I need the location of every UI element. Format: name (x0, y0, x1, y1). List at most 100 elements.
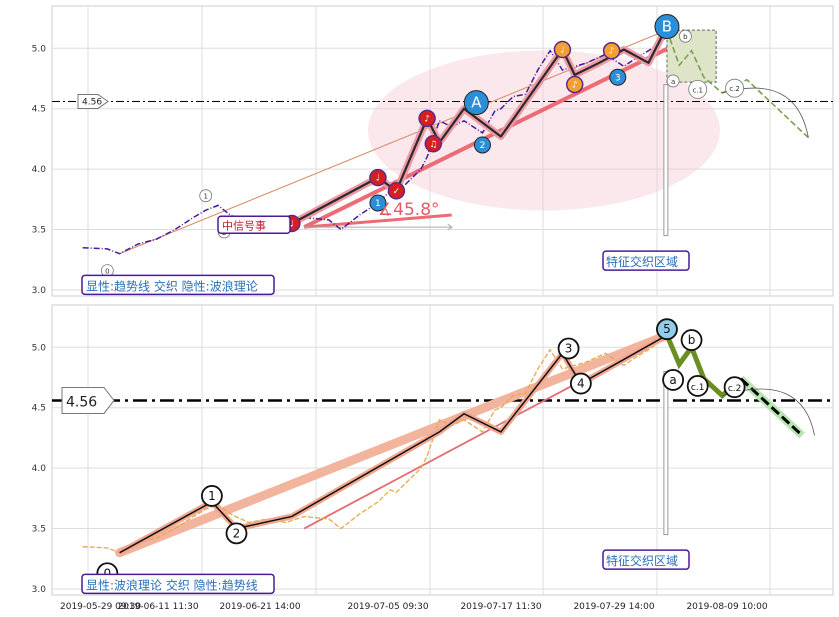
wave-marker (565, 75, 584, 94)
y-tick-label: 4.0 (32, 165, 47, 175)
minor-wave-circle (725, 78, 745, 98)
minor-wave-label: 0 (105, 268, 109, 276)
y-tick-label: 3.0 (32, 286, 47, 296)
x-tick-label: 2019-07-05 09:30 (347, 602, 428, 612)
wave-label: c.2 (728, 384, 742, 394)
y-tick-label: 4.0 (32, 464, 47, 474)
y-tick-label: 5.0 (32, 343, 47, 353)
wave-marker-glyph: ♩ (376, 174, 380, 184)
highlight-ellipse (367, 50, 720, 211)
wave-label-circle (200, 485, 223, 507)
minor-wave-circle (666, 74, 680, 88)
angle-label: ∡45.8° (378, 200, 440, 220)
zone-vertical-marker (663, 370, 669, 536)
y-tick-label: 3.5 (32, 226, 46, 236)
hline-value-label: 4.56 (82, 97, 102, 107)
minor-wave-circle (199, 189, 213, 203)
upper-trend-line (119, 29, 668, 255)
wave-marker-glyph: ♪ (609, 47, 615, 57)
wave-marker-glyph: ♩ (290, 220, 294, 230)
wave-label: 1 (375, 199, 381, 209)
wave-marker-glyph: ♫ (429, 140, 437, 150)
zone-label: 特征交织区域 (606, 553, 678, 568)
wave-label: 3 (615, 73, 621, 83)
signal-tag-box (217, 215, 291, 234)
bottom-chart-panel: 3.0 3.5 4.0 4.5 5.0 4.56 0 1 2 3 4 5 a b c.1 c.2 特征交织区域显… (32, 304, 834, 596)
wave-label-circle (569, 372, 592, 395)
wave-marker (424, 135, 443, 153)
wave-label: 4 (577, 377, 585, 391)
wave-label-circle (369, 194, 387, 212)
signal-tag-label: 中信号事 (222, 219, 266, 232)
hline-value-arrow (77, 93, 109, 109)
x-tick-label: 2019-07-17 11:30 (460, 602, 541, 612)
wave-label-circle (609, 68, 627, 86)
wave-label: 2 (480, 141, 486, 151)
hline-value-label: 4.56 (66, 394, 97, 410)
wave-label-circle (463, 90, 489, 116)
wave-label: 1 (208, 489, 216, 503)
wave-label-circle (473, 136, 491, 154)
minor-wave-label: a (671, 78, 675, 86)
wave-label: a (669, 373, 676, 387)
wave-label: A (471, 94, 482, 112)
zone-label-box (602, 250, 690, 271)
wave-label-circle (225, 522, 248, 545)
top-chart-panel: 3.03.54.04.55.04.56♩✓♪♫♩♪♪♩1A23B012abc.1… (32, 5, 834, 297)
legend-label-box (81, 573, 275, 595)
y-tick-label: 3.0 (32, 585, 47, 595)
minor-wave-label: 1 (204, 193, 208, 201)
y-tick-label: 5.0 (32, 44, 47, 54)
price-line (82, 35, 668, 255)
minor-wave-circle (688, 79, 708, 99)
wave-label: b (688, 333, 696, 347)
minor-wave-label: b (683, 33, 688, 41)
wave-label: 5 (663, 322, 671, 336)
y-tick-label: 3.5 (32, 525, 46, 535)
y-tick-label: 4.5 (32, 105, 46, 115)
plot-area (51, 304, 834, 596)
projection-path (666, 29, 809, 139)
zone-label-box (602, 549, 690, 570)
wave-label-circle (557, 337, 580, 360)
minor-wave-label: c.1 (692, 86, 703, 94)
y-tick-label: 4.5 (32, 404, 46, 414)
wave-marker (553, 40, 572, 59)
zone-vertical-marker (663, 84, 669, 237)
x-tick-label: 2019-06-21 14:00 (219, 602, 300, 612)
wave-label: c.1 (691, 383, 705, 393)
wave-marker-glyph: ✓ (393, 187, 401, 197)
wave-label-circle (680, 329, 703, 351)
wave-label-circle (723, 376, 746, 399)
wave-label-circle (662, 369, 685, 391)
wave-marker (418, 109, 436, 128)
projection-box (666, 29, 717, 83)
wave-marker (602, 41, 621, 60)
legend-label: 显性:波浪理论 交织 隐性:趋势线 (86, 577, 258, 592)
hline-value-arrow (61, 386, 115, 414)
x-tick-label: 2019-05-29 09:30 (60, 602, 141, 612)
wave-label-circle (654, 14, 680, 40)
wave-marker-glyph: ♪ (572, 81, 578, 91)
legend-label-box (81, 274, 275, 296)
wave-label: B (662, 18, 672, 36)
wave-marker-glyph: ♪ (424, 114, 430, 124)
angle-arm (304, 213, 452, 229)
minor-wave-label: c.2 (729, 85, 740, 93)
wave-label: 2 (233, 526, 241, 540)
wave-marker (387, 182, 406, 200)
wave-label: 0 (104, 566, 112, 580)
x-tick-label: 2019-06-11 11:30 (117, 602, 198, 612)
wave-marker-glyph: ♩ (560, 46, 564, 56)
zone-label: 特征交织区域 (606, 254, 678, 269)
legend-label: 显性:趋势线 交织 隐性:波浪理论 (86, 278, 258, 293)
wave-marker (369, 168, 387, 187)
angle-baseline-arrow (304, 223, 454, 231)
minor-wave-circle (679, 29, 692, 43)
projection-band (738, 375, 805, 439)
wave-label: 3 (565, 342, 573, 356)
wave-label-circle (686, 375, 709, 397)
x-tick-label: 2019-08-09 10:00 (686, 602, 767, 612)
